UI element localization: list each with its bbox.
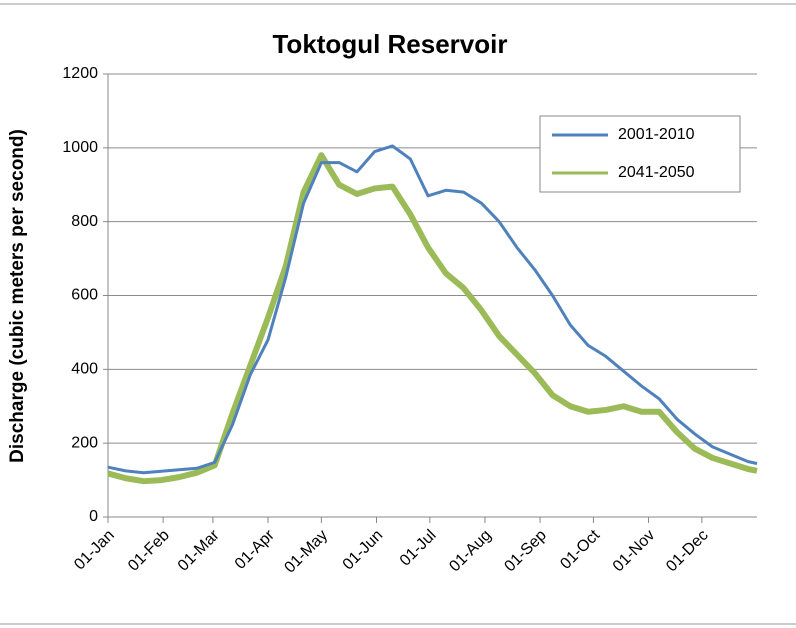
y-tick-label: 200 [71,434,98,451]
y-tick-label: 600 [71,287,98,304]
y-tick-label: 0 [89,508,98,525]
x-tick-label: 01-Dec [663,527,712,576]
x-tick-label: 01-Oct [557,526,603,572]
x-tick-label: 01-Jan [71,527,118,574]
legend-label: 2001-2010 [618,126,695,143]
y-axis-label: Discharge (cubic meters per second) [7,129,28,463]
x-tick-label: 01-Sep [501,527,550,576]
y-tick-label: 800 [71,213,98,230]
x-tick-label: 01-Jul [397,527,440,570]
legend-label: 2041-2050 [618,164,695,181]
x-tick-label: 01-Feb [125,527,173,575]
y-tick-label: 400 [71,361,98,378]
chart-title: Toktogul Reservoir [272,29,507,59]
x-tick-label: 01-Mar [175,526,223,574]
legend-box [539,115,741,193]
y-tick-label: 1200 [62,65,98,82]
series-line [107,144,758,475]
series-line [107,152,758,485]
y-tick-label: 1000 [62,139,98,156]
x-tick-label: 01-Nov [610,527,659,576]
x-tick-label: 01-Aug [446,527,495,576]
x-tick-label: 01-Apr [232,526,278,572]
x-tick-label: 01-Jun [340,527,387,574]
x-tick-label: 01-May [281,527,331,577]
